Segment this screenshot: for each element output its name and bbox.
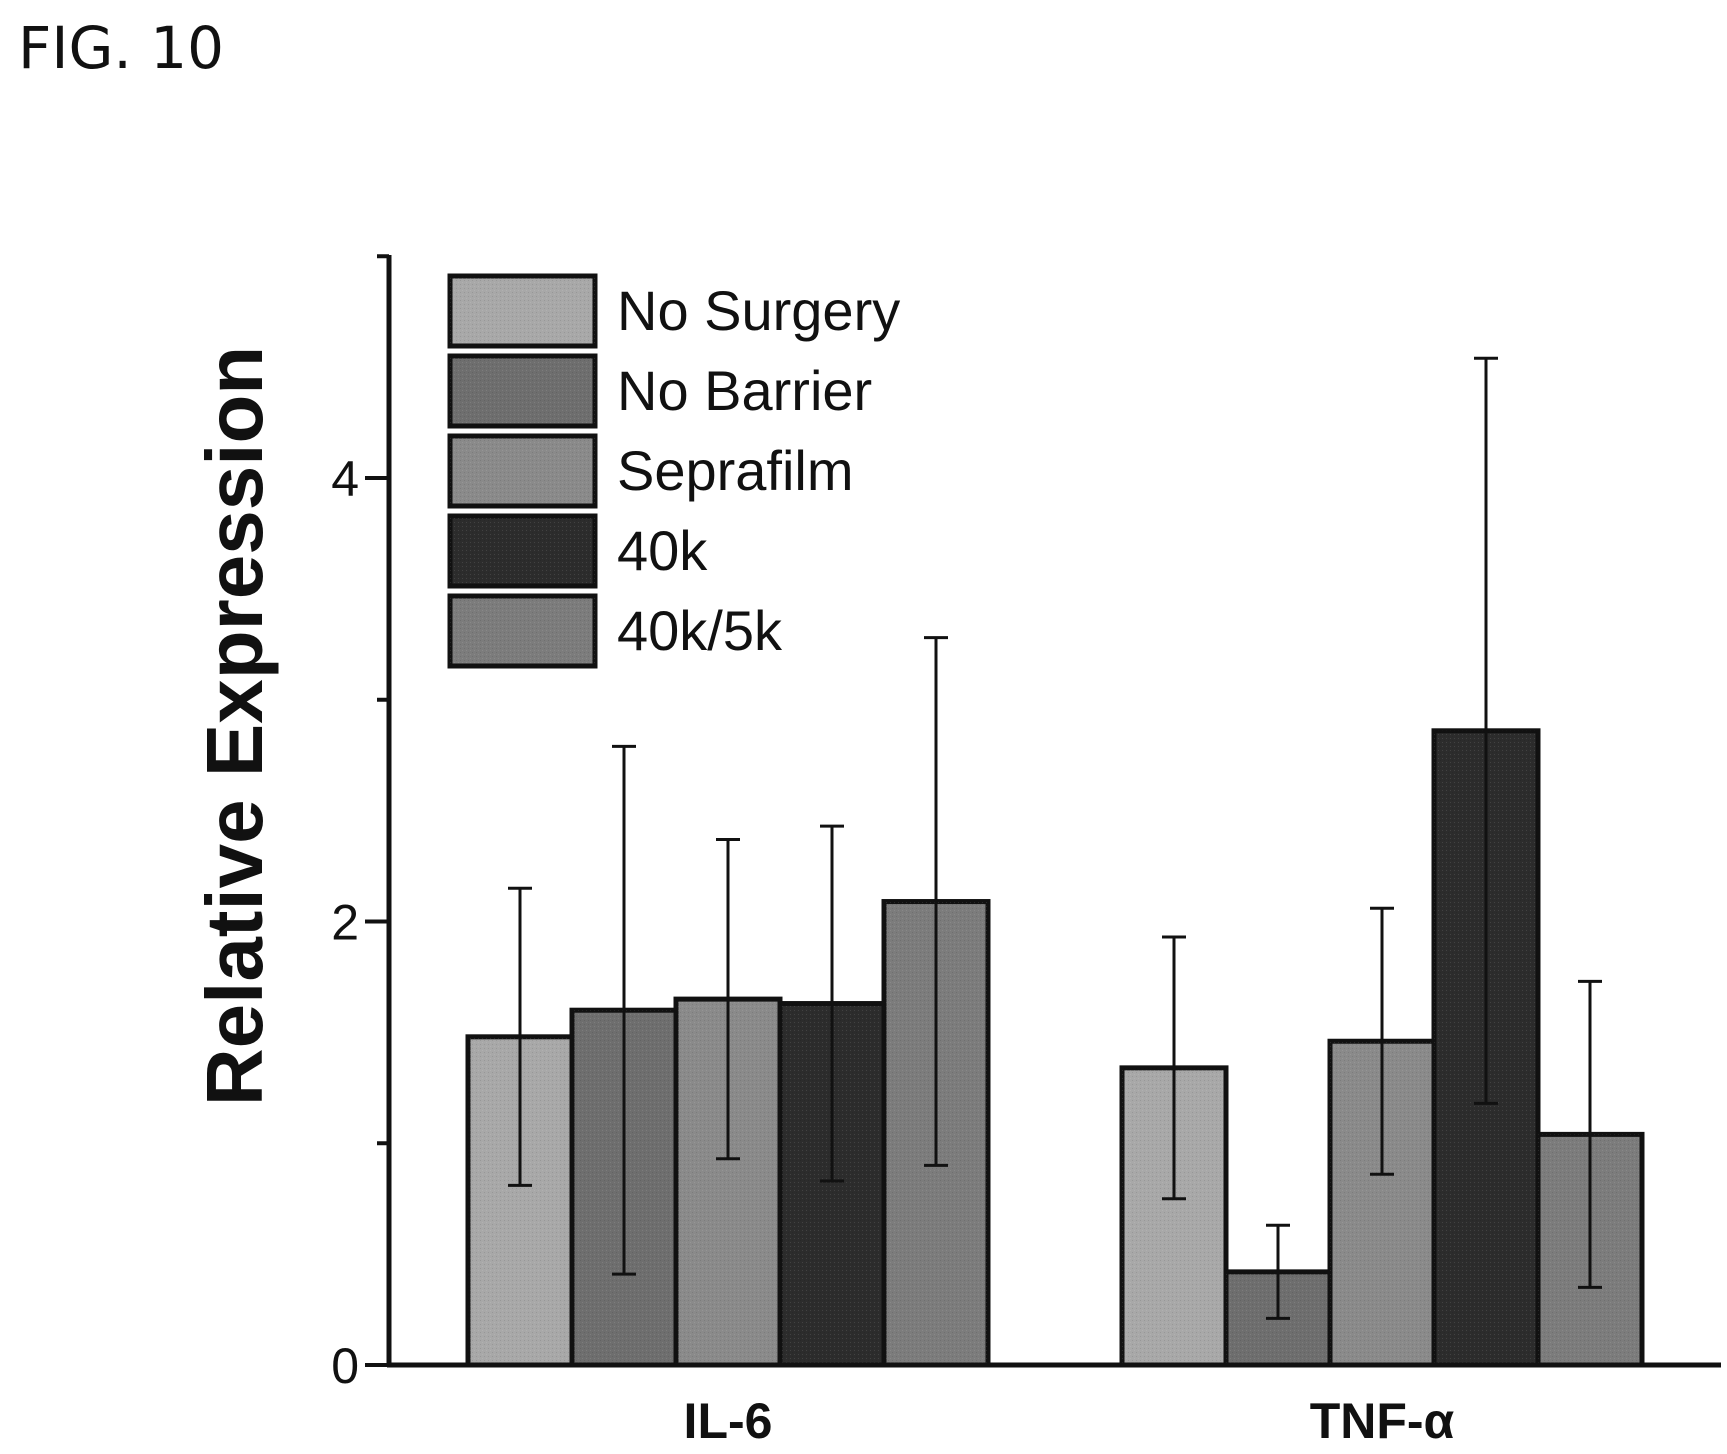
- error-bar-il-6-no-surgery: [508, 886, 532, 1187]
- y-tick-label-0: 0: [331, 1338, 359, 1394]
- legend-item-no-barrier: No Barrier: [447, 353, 872, 429]
- error-bar-tnf-40k: [1474, 356, 1498, 1105]
- error-bar-il-6-40k: [820, 824, 844, 1183]
- legend-label-seprafilm: Seprafilm: [617, 439, 854, 502]
- error-bar-tnf-seprafilm: [1370, 906, 1394, 1176]
- legend-item-no-surgery: No Surgery: [447, 273, 900, 349]
- error-bars-layer: [508, 356, 1602, 1320]
- figure-label: FIG. 10: [18, 14, 225, 82]
- error-bar-il-6-40k-5k: [924, 636, 948, 1167]
- error-bar-il-6-seprafilm: [716, 837, 740, 1161]
- y-axis-title: Relative Expression: [190, 346, 279, 1106]
- legend-swatch-texture-40k: [450, 516, 595, 586]
- error-bar-il-6-no-barrier: [612, 744, 636, 1276]
- legend-swatch-texture-seprafilm: [450, 436, 595, 506]
- legend-item-seprafilm: Seprafilm: [447, 433, 854, 509]
- legend-label-40k-5k: 40k/5k: [617, 599, 783, 662]
- error-bar-tnf-no-surgery: [1162, 935, 1186, 1201]
- x-tick-label-il-6: IL-6: [684, 1393, 773, 1449]
- axes-layer: IL-6 TNF-α 0 2 4: [331, 254, 1721, 1449]
- legend-item-40k: 40k: [447, 513, 708, 589]
- y-tick-label-2: 2: [331, 895, 359, 951]
- legend-label-no-surgery: No Surgery: [617, 279, 900, 342]
- legend-swatch-texture-40k-5k: [450, 596, 595, 666]
- error-bar-tnf-no-barrier: [1266, 1223, 1290, 1320]
- legend-swatch-texture-no-surgery: [450, 276, 595, 346]
- legend: No Surgery No Barrier Seprafilm 40k 40k/5k: [447, 273, 900, 669]
- legend-label-no-barrier: No Barrier: [617, 359, 872, 422]
- y-tick-label-4: 4: [331, 451, 359, 507]
- bars-layer: [465, 728, 1645, 1368]
- legend-item-40k-5k: 40k/5k: [447, 593, 783, 669]
- x-tick-label-tnf: TNF-α: [1310, 1393, 1455, 1449]
- legend-swatch-texture-no-barrier: [450, 356, 595, 426]
- error-bar-tnf-40k-5k: [1578, 979, 1602, 1289]
- legend-label-40k: 40k: [617, 519, 708, 582]
